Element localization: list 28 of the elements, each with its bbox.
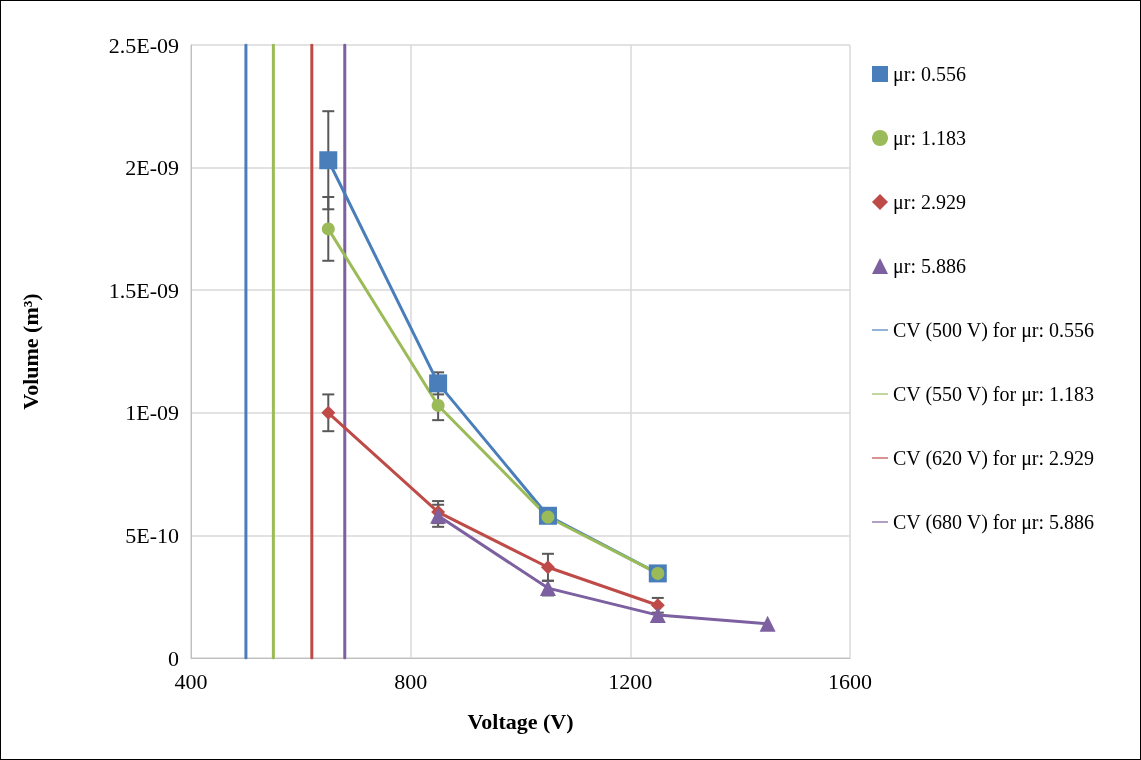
point <box>540 560 555 575</box>
y-axis-title: Volume (m³) <box>17 293 43 410</box>
legend-label: CV (500 V) for μr: 0.556 <box>893 319 1095 342</box>
y-tick-label: 0 <box>168 645 179 671</box>
y-tick-label: 2E-09 <box>125 155 179 181</box>
point <box>321 222 335 236</box>
point <box>759 615 776 632</box>
legend-label: μr: 0.556 <box>893 63 966 86</box>
legend-label: μr: 2.929 <box>893 191 966 214</box>
point <box>431 398 445 412</box>
x-tick-label: 400 <box>174 668 208 694</box>
point <box>430 507 447 524</box>
legend-label: μr: 5.886 <box>893 255 966 278</box>
legend-label: CV (620 V) for μr: 2.929 <box>893 447 1095 470</box>
y-tick-label: 1E-09 <box>125 400 179 426</box>
x-tick-label: 800 <box>394 668 428 694</box>
point <box>649 607 666 624</box>
y-tick-label: 2.5E-09 <box>108 32 179 58</box>
legend-label: CV (680 V) for μr: 5.886 <box>893 511 1095 534</box>
legend-label: CV (550 V) for μr: 1.183 <box>893 383 1095 406</box>
legend-label: μr: 1.183 <box>893 127 966 150</box>
point <box>319 151 338 170</box>
x-tick-label: 1200 <box>608 668 653 694</box>
point <box>321 405 336 420</box>
x-tick-label: 1600 <box>828 668 872 694</box>
x-axis-title: Voltage (V) <box>467 708 574 734</box>
y-tick-label: 1.5E-09 <box>108 277 179 303</box>
y-tick-label: 5E-10 <box>125 522 179 548</box>
